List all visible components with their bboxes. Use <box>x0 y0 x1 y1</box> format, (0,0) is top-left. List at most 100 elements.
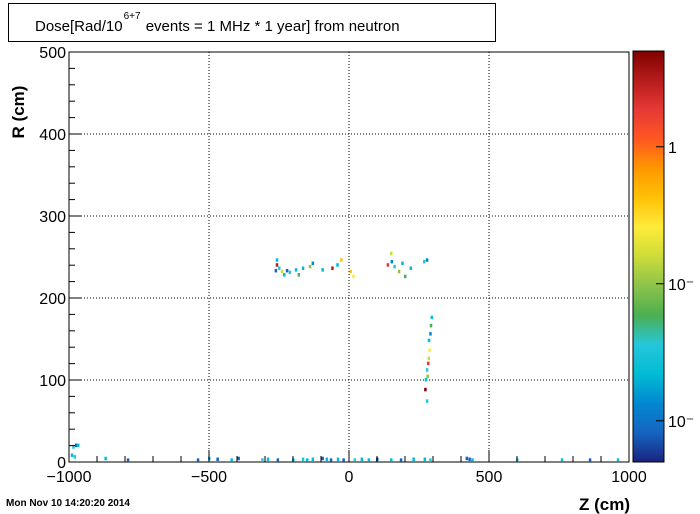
heatmap-cell <box>425 399 429 403</box>
heatmap-cell <box>283 273 286 277</box>
heatmap-cell <box>353 458 357 462</box>
heatmap-cell <box>360 457 364 462</box>
heatmap-cell <box>70 453 74 457</box>
color-scale-bar <box>632 50 665 463</box>
y-tick-label: 100 <box>39 373 66 390</box>
heatmap-cell <box>367 458 371 462</box>
heatmap-cell <box>275 258 279 262</box>
y-tick-label: 500 <box>39 45 66 62</box>
heatmap-cell <box>425 368 429 372</box>
heatmap-cell <box>428 348 431 352</box>
heatmap-cell <box>390 458 393 462</box>
heatmap-cell <box>468 457 471 462</box>
colorbar-label: 10⁻ <box>668 277 694 294</box>
heatmap-cell <box>294 268 298 272</box>
heatmap-cell <box>426 361 430 366</box>
colorbar-label: 1 <box>668 140 677 157</box>
heatmap-cell <box>72 445 75 449</box>
chart-title-box: Dose[Rad/106+7 events = 1 MHz * 1 year] … <box>8 3 496 42</box>
heatmap-cell <box>465 456 469 461</box>
heatmap-cell <box>424 387 427 392</box>
heatmap-cell <box>393 264 396 269</box>
color-scale-labels: 1 10⁻ 10⁻ <box>656 140 694 431</box>
heatmap-cell <box>311 457 315 462</box>
x-tick-label: 0 <box>345 469 354 486</box>
heatmap-cell <box>427 338 431 343</box>
y-axis-title: R (cm) <box>9 86 28 139</box>
heatmap-cell <box>325 457 329 462</box>
heatmap-cell <box>412 457 415 462</box>
heatmap-cell <box>237 456 240 461</box>
heatmap-cell <box>471 458 474 462</box>
colorbar-label: 10⁻ <box>668 414 694 431</box>
heatmap-cell <box>75 443 78 448</box>
heatmap-cell <box>230 458 233 462</box>
heatmap-cell <box>126 458 130 462</box>
heatmap-cell <box>321 456 324 461</box>
heatmap-cell <box>308 264 312 269</box>
heatmap-cell <box>616 458 620 462</box>
grid-lines <box>69 52 629 462</box>
x-tick-label: 1000 <box>611 469 647 486</box>
heatmap-cell <box>409 266 413 270</box>
heatmap-cell <box>73 455 77 459</box>
y-tick-label: 200 <box>39 291 66 308</box>
heatmap-cell <box>429 323 433 328</box>
x-axis-title: Z (cm) <box>579 495 630 514</box>
heatmap-cell <box>560 458 564 462</box>
x-tick-label: −500 <box>191 469 227 486</box>
y-tick-label: 0 <box>57 455 66 472</box>
heatmap-cell <box>321 268 324 272</box>
heatmap-cell <box>216 457 219 462</box>
heatmap-cell <box>352 274 355 279</box>
heatmap-cell <box>329 458 333 462</box>
chart-title-superscript: 6+7 <box>123 11 141 22</box>
heatmap-cell <box>261 458 264 462</box>
heatmap-cell <box>588 458 592 462</box>
chart-title-suffix: events = 1 MHz * 1 year] from neutron <box>141 18 400 35</box>
heatmap-cell <box>336 263 339 267</box>
heatmap-cell <box>276 458 280 462</box>
heatmap-cell <box>427 356 431 361</box>
heatmap-cell <box>275 263 279 267</box>
heatmap-cell <box>340 258 343 262</box>
heatmap-cell <box>424 378 428 382</box>
heatmap-cell <box>266 457 270 462</box>
heatmap-cell <box>426 374 429 379</box>
heatmap-cell <box>397 269 401 274</box>
heatmap-cell <box>425 258 429 262</box>
heatmap-cell <box>196 458 200 462</box>
heatmap-cell <box>285 268 289 273</box>
y-tick-label: 300 <box>39 209 66 226</box>
heatmap-cell <box>278 266 281 270</box>
tick-labels: −1000 −500 0 500 1000 0 100 200 300 400 500 <box>39 45 647 486</box>
heatmap-cell <box>401 261 404 266</box>
heatmap-cell <box>76 443 80 448</box>
y-tick-label: 400 <box>39 127 66 144</box>
heatmap-cell <box>336 457 340 462</box>
heatmap-cell <box>301 457 305 462</box>
heatmap-cell <box>404 274 407 279</box>
heatmap-cell <box>311 261 315 266</box>
heatmap-cell <box>390 259 394 264</box>
heatmap-cell <box>342 458 345 462</box>
heatmap-cell <box>306 458 309 462</box>
heatmap-cell <box>390 251 393 256</box>
heatmap-cell <box>104 456 107 461</box>
timestamp: Mon Nov 10 14:20:20 2014 <box>6 498 130 509</box>
heatmap-cell <box>288 270 292 275</box>
heatmap-cell <box>297 273 301 277</box>
chart-title-prefix: Dose[Rad/10 <box>35 18 123 35</box>
heatmap-cells <box>70 251 620 462</box>
axis-ticks <box>68 51 630 463</box>
x-tick-label: −1000 <box>47 469 92 486</box>
heatmap-cell <box>386 263 390 267</box>
heatmap-cell <box>430 315 434 320</box>
heatmap-cell <box>429 458 432 462</box>
heatmap-cell <box>274 268 278 273</box>
heatmap-cell <box>423 457 427 462</box>
heatmap-cell <box>399 458 403 462</box>
heatmap-cell <box>429 332 432 336</box>
heatmap-cell <box>331 266 334 270</box>
heatmap-cell <box>423 259 426 264</box>
